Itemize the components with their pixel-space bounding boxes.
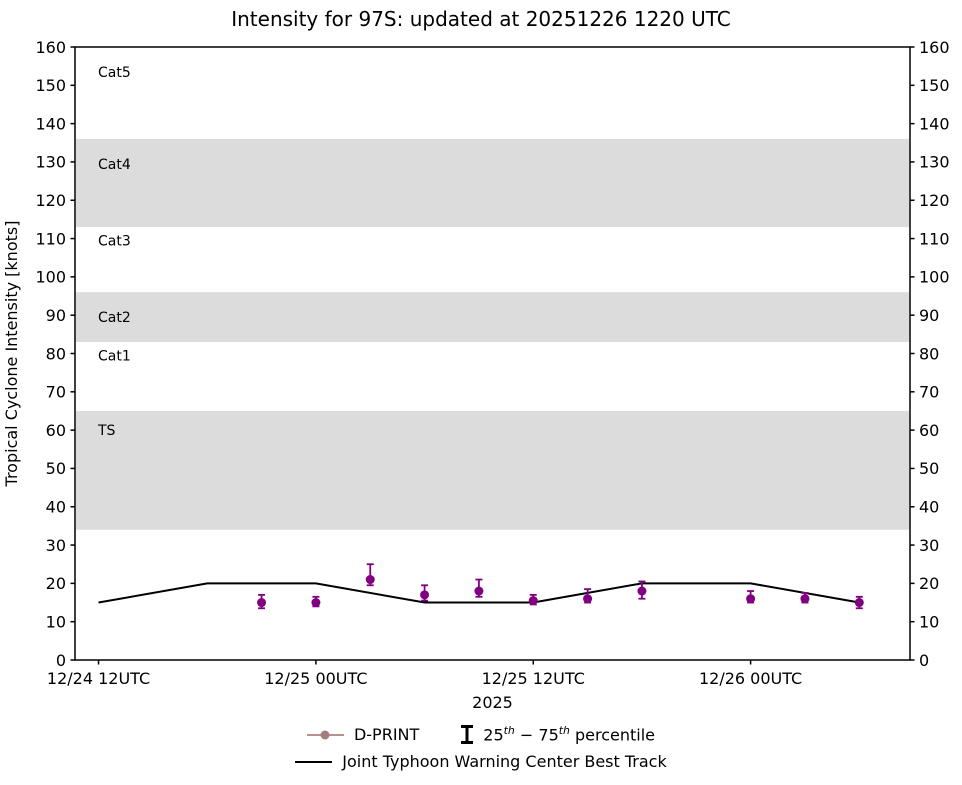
y-tick-label-left: 100 [35,268,66,287]
y-tick-label-left: 80 [46,344,66,363]
legend-row-2: Joint Typhoon Warning Center Best Track [295,748,667,775]
legend-item-dprint: D-PRINT [306,725,420,744]
y-tick-label-right: 100 [919,268,950,287]
y-tick-label-left: 50 [46,459,66,478]
y-tick-label-left: 60 [46,421,66,440]
plot-area: TS Cat1 Cat2 Cat3 Cat4 Cat5 0 0 10 10 20 20 30 30 40 40… [2,38,950,712]
dprint-point [854,598,864,608]
band-label-cat5: Cat5 [98,65,131,81]
y-tick-label-right: 50 [919,459,939,478]
y-tick-label-right: 10 [919,612,939,631]
percentile-text-1: 25 [483,725,504,745]
dprint-point [474,586,484,596]
y-tick-label-left: 90 [46,306,66,325]
band-label-cat1: Cat1 [98,348,131,364]
y-tick-label-right: 30 [919,536,939,555]
band-label-cat3: Cat3 [98,233,131,249]
dprint-point [583,594,593,604]
y-tick-label-left: 150 [35,76,66,95]
x-tick-label: 12/25 00UTC [264,669,367,688]
dprint-point [311,598,321,608]
dprint-point [365,575,375,585]
percentile-text-2: − 75 [514,725,559,745]
band-ts [76,410,909,530]
x-tick-label: 12/25 12UTC [482,669,585,688]
dprint-point [257,598,267,608]
y-tick-label-right: 160 [919,38,950,57]
y-tick-label-right: 40 [919,498,939,517]
percentile-sup-1: th [503,724,515,738]
legend-item-percentile: 25th − 75th percentile [461,724,655,745]
y-tick-label-right: 70 [919,383,939,402]
legend-item-best-track: Joint Typhoon Warning Center Best Track [295,752,667,771]
y-tick-label-left: 40 [46,498,66,517]
y-tick-label-right: 110 [919,229,950,248]
y-tick-label-left: 10 [46,612,66,631]
y-tick-label-right: 130 [919,153,950,172]
x-axis-label: 2025 [472,693,513,712]
dprint-point [420,590,430,600]
y-tick-label-right: 150 [919,76,950,95]
band-label-cat2: Cat2 [98,310,131,326]
y-tick-label-right: 80 [919,344,939,363]
y-tick-label-left: 0 [56,651,66,670]
y-axis-label: Tropical Cyclone Intensity [knots] [2,221,21,488]
x-tick-label: 12/26 00UTC [699,669,802,688]
band-label-ts: TS [97,423,116,439]
y-tick-label-right: 60 [919,421,939,440]
dprint-point [528,596,538,606]
y-tick-label-left: 120 [35,191,66,210]
legend-row-1: D-PRINT 25th − 75th percentile [306,721,655,748]
percentile-text-3: percentile [569,725,656,745]
band-cat4 [76,138,909,228]
y-tick-label-left: 70 [46,383,66,402]
legend: D-PRINT 25th − 75th percentile Joint Typ… [0,721,962,775]
dprint-dot-icon [320,730,330,739]
y-tick-label-left: 140 [35,114,66,133]
best-track-line-icon [295,760,333,763]
legend-label-dprint: D-PRINT [353,725,420,744]
y-tick-label-left: 110 [35,229,66,248]
best-track-line [98,582,860,604]
band-label-cat4: Cat4 [98,157,131,173]
x-tick-label: 12/24 12UTC [47,669,150,688]
errorbar-icon [461,724,474,744]
y-tick-label-left: 30 [46,536,66,555]
chart-title: Intensity for 97S: updated at 20251226 1… [231,7,731,31]
dprint-point [800,594,810,604]
errorbar-stem [465,724,469,744]
dprint-point [637,586,647,596]
dprint-marker-icon [306,730,344,739]
y-tick-label-right: 140 [919,114,950,133]
y-tick-label-right: 90 [919,306,939,325]
y-tick-label-left: 130 [35,153,66,172]
y-tick-label-left: 160 [35,38,66,57]
errorbar-cap-bottom [461,740,474,744]
y-tick-label-right: 0 [919,651,929,670]
y-tick-label-right: 20 [919,574,939,593]
dprint-point [746,594,756,604]
band-cat2 [76,292,909,343]
legend-label-best-track: Joint Typhoon Warning Center Best Track [342,752,667,771]
y-tick-label-right: 120 [919,191,950,210]
legend-label-percentile: 25th − 75th percentile [483,724,655,744]
percentile-sup-2: th [558,724,570,738]
y-tick-label-left: 20 [46,574,66,593]
